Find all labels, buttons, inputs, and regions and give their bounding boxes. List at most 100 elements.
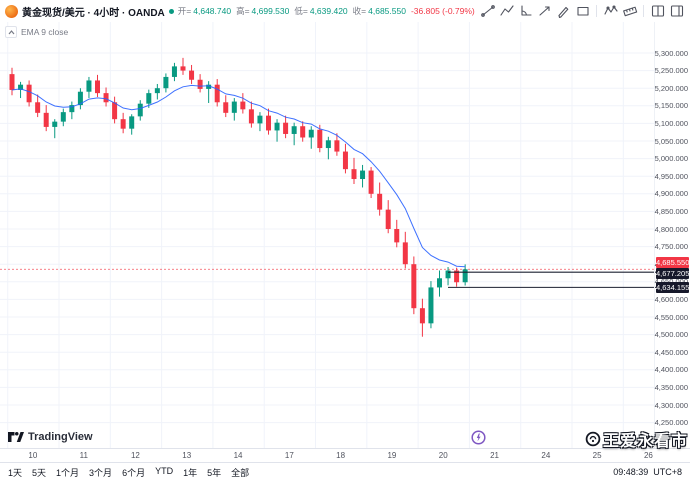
- candle: [325, 140, 331, 149]
- price-axis-label: 4,450.000: [654, 347, 688, 357]
- range-button[interactable]: 5年: [207, 467, 222, 478]
- time-axis-label: 18: [336, 451, 346, 460]
- time-axis-label: 13: [182, 451, 192, 460]
- candle: [385, 209, 391, 229]
- clock-time[interactable]: 09:48:39: [613, 467, 649, 477]
- last-price-tag[interactable]: 4,685.550: [656, 257, 690, 269]
- panel-right-icon[interactable]: [668, 3, 685, 20]
- price-axis-label: 5,000.000: [654, 154, 688, 164]
- candle: [274, 122, 280, 131]
- candle: [411, 264, 417, 309]
- clock: 09:48:39 UTC+8: [613, 467, 682, 477]
- tradingview-logo[interactable]: TradingView: [8, 431, 93, 443]
- candle: [394, 229, 400, 243]
- magnet-tool-icon[interactable]: [471, 430, 486, 445]
- tradingview-logo-text: TradingView: [28, 431, 93, 443]
- price-axis-label: 5,050.000: [654, 136, 688, 146]
- toolbar-divider: [596, 5, 597, 17]
- open-label: 开=: [177, 6, 192, 16]
- range-button[interactable]: 5天: [32, 467, 47, 478]
- candle: [120, 119, 126, 129]
- symbol-logo-icon[interactable]: [5, 4, 18, 18]
- candle: [240, 101, 246, 110]
- open-value: 4,648.740: [193, 6, 232, 16]
- time-axis-label: 17: [284, 451, 294, 460]
- range-button[interactable]: 1年: [183, 467, 198, 478]
- range-button[interactable]: 1天: [8, 467, 23, 478]
- chart-canvas[interactable]: [0, 22, 690, 448]
- candle: [9, 74, 15, 90]
- market-status-icon: [168, 8, 174, 14]
- candle: [86, 80, 92, 92]
- candle: [334, 140, 340, 152]
- price-axis-label: 4,750.000: [654, 242, 688, 252]
- price-axis-label: 5,250.000: [654, 66, 688, 76]
- price-axis-label: 4,500.000: [654, 330, 688, 340]
- candle: [137, 103, 143, 117]
- grid-layer: [0, 22, 656, 448]
- price-axis-label: 5,150.000: [654, 101, 688, 111]
- candle: [35, 102, 41, 113]
- indicator-legend[interactable]: EMA 9 close: [5, 26, 68, 38]
- price-axis-label: 4,600.000: [654, 294, 688, 304]
- change-value: -36.805 (-0.79%): [410, 6, 475, 16]
- candle: [52, 121, 58, 127]
- candle: [103, 93, 109, 103]
- candle: [69, 105, 75, 113]
- angle-icon[interactable]: [517, 3, 534, 20]
- candle: [454, 270, 460, 283]
- candle: [154, 88, 160, 94]
- timezone[interactable]: UTC+8: [653, 467, 682, 477]
- price-axis-label: 4,550.000: [654, 312, 688, 322]
- candle: [248, 109, 254, 124]
- arrow-icon[interactable]: [536, 3, 553, 20]
- rectangle-icon[interactable]: [574, 3, 591, 20]
- low-value: 4,639.420: [309, 6, 348, 16]
- line-price-tag[interactable]: 4,634.155: [656, 281, 690, 293]
- price-axis-label: 5,300.000: [654, 48, 688, 58]
- price-axis-label: 4,250.000: [654, 418, 688, 428]
- price-axis-label: 4,800.000: [654, 224, 688, 234]
- candle: [360, 170, 366, 180]
- ema-line[interactable]: [11, 84, 466, 268]
- line-price-tag[interactable]: 4,677.205: [656, 268, 690, 280]
- time-axis-label: 24: [541, 451, 551, 460]
- collapse-chevron-icon[interactable]: [5, 26, 17, 38]
- range-button[interactable]: YTD: [155, 465, 174, 476]
- candle: [171, 66, 177, 77]
- ruler-icon[interactable]: [621, 3, 638, 20]
- time-axis-label: 20: [438, 451, 448, 460]
- drawing-toolbar: [479, 3, 685, 20]
- price-axis-label: 4,850.000: [654, 206, 688, 216]
- layout-grid-icon[interactable]: [649, 3, 666, 20]
- toolbar-divider: [643, 5, 644, 17]
- symbol-title[interactable]: 黄金现货/美元 · 4小时 · OANDA: [22, 7, 165, 19]
- candle: [437, 278, 442, 288]
- candle: [60, 112, 66, 122]
- range-button[interactable]: 3个月: [89, 467, 113, 478]
- range-button[interactable]: 1个月: [56, 467, 80, 478]
- candle: [283, 122, 289, 134]
- polyline-icon[interactable]: [498, 3, 515, 20]
- time-axis-label: 12: [130, 451, 140, 460]
- price-axis[interactable]: 5,300.000 5,250.000 5,200.000 5,150.000 5,10…: [654, 22, 690, 448]
- candle: [189, 70, 195, 80]
- watermark-text: 王爱永看市: [602, 433, 688, 450]
- trend-line-icon[interactable]: [479, 3, 496, 20]
- candle: [180, 66, 186, 71]
- candle: [214, 84, 220, 103]
- range-button[interactable]: 6个月: [122, 467, 146, 478]
- candle: [445, 270, 451, 279]
- brush-icon[interactable]: [555, 3, 572, 20]
- symbol-group: 黄金现货/美元 · 4小时 · OANDA 开= 4,648.740 高= 4,69…: [5, 4, 479, 19]
- candle: [291, 126, 297, 134]
- price-axis-label: 4,300.000: [654, 400, 688, 410]
- pattern-icon[interactable]: [602, 3, 619, 20]
- candle: [146, 93, 152, 104]
- price-axis-label: 4,950.000: [654, 171, 688, 181]
- price-axis-label: 4,350.000: [654, 382, 688, 392]
- candle: [419, 308, 425, 324]
- range-button[interactable]: 全部: [231, 467, 250, 478]
- time-axis[interactable]: 10 11 12 13 14 17 18 19 20 21 24 25 26: [0, 448, 690, 463]
